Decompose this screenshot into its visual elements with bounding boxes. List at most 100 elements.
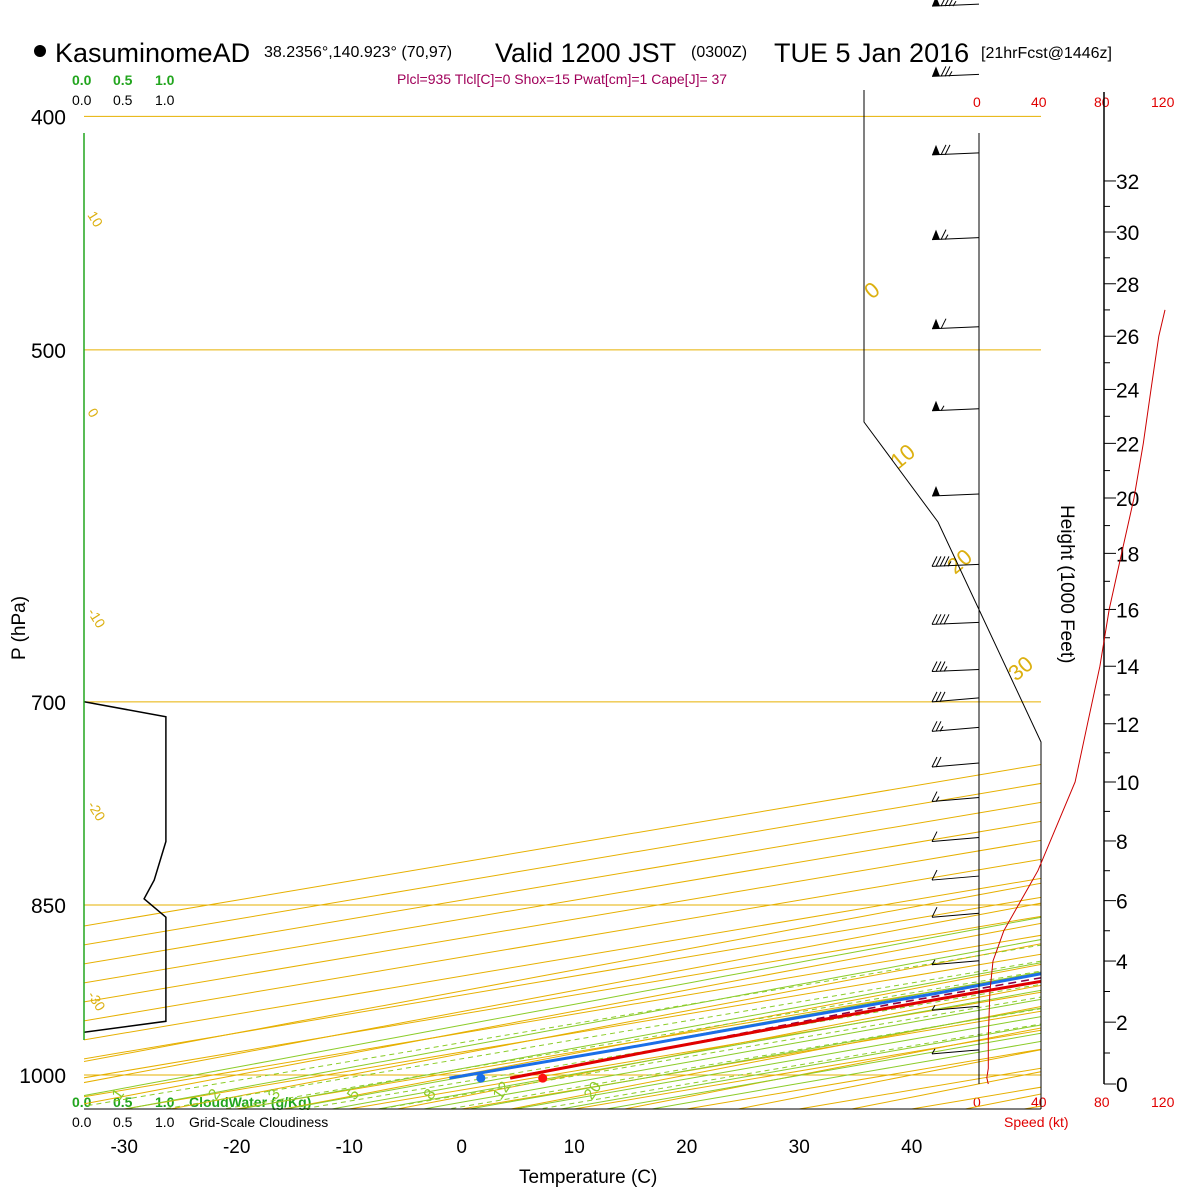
wind-barb-flag	[931, 614, 938, 625]
wind-barb-half-flag	[947, 561, 952, 567]
height-tick-label: 6	[1116, 891, 1128, 914]
wind-barb-flag	[939, 661, 946, 672]
wind-barb-pennant	[932, 66, 940, 77]
speed-tick-bottom-2: 80	[1094, 1094, 1110, 1110]
speed-axis-label: Speed (kt)	[1004, 1114, 1069, 1130]
isotherm-line	[84, 820, 1041, 984]
wind-barb-pennant	[932, 229, 940, 240]
wind-barb-half-flag	[948, 71, 953, 77]
wind-barb	[931, 400, 980, 412]
wind-barb-half-flag	[952, 0, 957, 7]
cloudiness-tick-bottom-1: 0.5	[113, 1114, 133, 1130]
wind-barb	[931, 144, 980, 156]
dry-adiabat-line	[622, 1027, 1041, 1109]
pressure-tick-label: 500	[31, 340, 66, 363]
isotherm-line	[1137, 0, 1200, 1109]
surface-dewpoint-marker	[476, 1073, 486, 1083]
mixing-ratio-label: 20	[581, 1079, 605, 1103]
speed-tick-top-3: 120	[1151, 94, 1175, 110]
moist-adiabat-line	[649, 1040, 1041, 1109]
wind-barb-flag	[939, 556, 946, 567]
height-tick-label: 14	[1116, 656, 1140, 679]
wind-barb	[931, 1048, 980, 1055]
speed-tick-top-1: 40	[1031, 94, 1047, 110]
wind-barb-flag	[944, 66, 951, 77]
temperature-line	[509, 979, 1041, 1080]
temperature-tick-label: -10	[335, 1137, 362, 1158]
cloudwater-tick-top-2: 1.0	[155, 72, 175, 88]
wind-barb-pennant	[932, 144, 940, 155]
speed-tick-top-2: 80	[1094, 94, 1110, 110]
cloudiness-tick-top-1: 0.5	[113, 92, 133, 108]
height-tick-label: 12	[1116, 714, 1139, 737]
wind-barb	[931, 756, 980, 768]
isotherm-line	[84, 782, 1041, 946]
temperature-tick-label: 0	[456, 1137, 467, 1158]
wind-barb-pennant	[932, 400, 940, 411]
wind-barb	[931, 831, 980, 843]
wind-barb-flag	[935, 721, 942, 732]
cloudiness-line	[84, 701, 167, 1034]
utc-time: (0300Z)	[691, 44, 747, 61]
wind-barb-half-flag	[931, 1048, 936, 1055]
isotherm-label: -30	[84, 988, 108, 1014]
wind-barb-staff	[931, 1005, 980, 1011]
moist-adiabat-line	[237, 962, 1041, 1109]
stability-indices: Plcl=935 Tlcl[C]=0 Shox=15 Pwat[cm]=1 Ca…	[397, 71, 727, 87]
wind-barb-flag	[940, 229, 947, 240]
pressure-tick-label: 400	[31, 106, 66, 129]
height-tick-label: 24	[1116, 379, 1140, 402]
parcel-line	[510, 976, 1041, 1079]
mixing-ratio-label: 12	[490, 1079, 514, 1103]
temperature-tick-label: 40	[901, 1137, 922, 1158]
wind-barb-flag	[935, 556, 942, 567]
wind-barb	[931, 661, 980, 673]
wind-barb-pennant	[932, 0, 940, 7]
cloudwater-tick-bottom-0: 0.0	[72, 1094, 92, 1110]
wind-barb-flag	[940, 144, 947, 156]
cloudwater-tick-top-0: 0.0	[72, 72, 92, 88]
wind-barb-staff	[931, 726, 980, 732]
isotherm-line	[84, 801, 1041, 965]
temperature-tick-label: 30	[789, 1137, 810, 1158]
mixing-ratio-line	[536, 1023, 1041, 1109]
wind-barb-flag	[943, 614, 950, 625]
wind-barb-flag	[931, 791, 938, 802]
wind-barb-flag	[948, 0, 953, 7]
isotherm-label: -20	[84, 798, 108, 824]
height-tick-label: 32	[1116, 171, 1139, 194]
wind-barb	[931, 791, 980, 803]
y-axis-label: P (hPa)	[9, 596, 30, 660]
cloudiness-label: Grid-Scale Cloudiness	[189, 1114, 328, 1130]
wind-barb-flag	[944, 144, 951, 156]
cloudiness-tick-bottom-0: 0.0	[72, 1114, 92, 1130]
wind-barb	[931, 959, 980, 966]
station-name: KasuminomeAD	[55, 38, 250, 68]
wind-barb-flag	[939, 614, 946, 625]
moist-adiabat-line	[84, 916, 1041, 1097]
wind-barb-staff	[931, 762, 980, 768]
wind-barb-flag	[940, 318, 947, 329]
height-tick-label: 28	[1116, 274, 1139, 297]
moist-adiabat-line	[283, 971, 1041, 1109]
wind-barb	[931, 721, 980, 732]
height-tick-label: 18	[1116, 543, 1139, 566]
wind-barb	[931, 0, 980, 7]
wind-barb-flag	[931, 661, 938, 672]
height-tick-label: 8	[1116, 831, 1128, 854]
dry-adiabat-label: 10	[885, 439, 920, 474]
wind-barb-flag	[944, 0, 949, 7]
height-tick-label: 20	[1116, 488, 1139, 511]
isotherm-line	[236, 972, 1041, 1109]
wind-barb-half-flag	[935, 796, 940, 802]
dry-adiabat-label: 0	[859, 277, 884, 304]
isotherm-line	[84, 763, 1041, 927]
wind-barb-flag	[939, 691, 946, 703]
height-tick-label: 0	[1116, 1074, 1128, 1097]
height-tick-label: 22	[1116, 433, 1139, 456]
wind-barb-half-flag	[939, 726, 944, 732]
plot-area: 1 2 3 5 8 12 20	[84, 0, 1200, 1109]
moist-adiabat-line	[603, 1032, 1041, 1109]
x-axis-label: Temperature (C)	[519, 1167, 657, 1188]
valid-time: Valid 1200 JST	[495, 38, 676, 68]
